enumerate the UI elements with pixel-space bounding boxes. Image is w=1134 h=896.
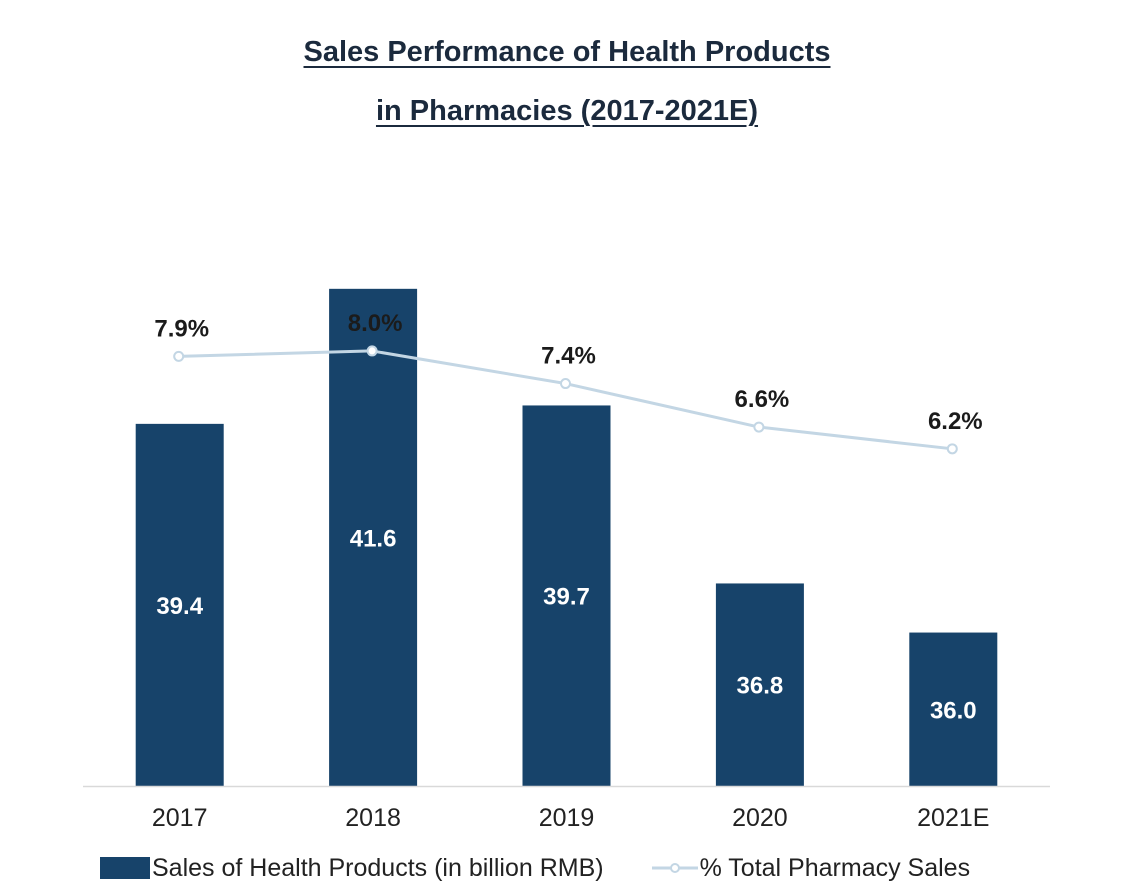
bar-2021E xyxy=(909,632,998,786)
line-value-label-2017: 7.9% xyxy=(154,315,209,342)
line-point-2021E xyxy=(946,443,958,455)
bar-value-label-2017: 39.4 xyxy=(156,593,203,620)
line-value-label-2018: 8.0% xyxy=(348,310,403,337)
bar-value-label-2018: 41.6 xyxy=(350,525,397,552)
x-tick-label-2020: 2020 xyxy=(732,804,788,832)
chart-title-line-1: Sales Performance of Health Products xyxy=(303,36,831,68)
x-tick-label-2021E: 2021E xyxy=(917,804,989,832)
bar-2018 xyxy=(329,288,418,786)
x-tick-label-2019: 2019 xyxy=(539,804,595,832)
bar-value-label-2019: 39.7 xyxy=(543,584,590,611)
legend-line-label: % Total Pharmacy Sales xyxy=(699,853,971,882)
line-point-2020 xyxy=(753,421,765,433)
line-point-2018 xyxy=(366,345,378,357)
bar-2020 xyxy=(715,583,804,786)
line-point-2017 xyxy=(173,350,185,362)
line-value-label-2021E: 6.2% xyxy=(928,408,983,435)
bar-2019 xyxy=(522,405,611,786)
bar-value-label-2021E: 36.0 xyxy=(930,697,977,724)
line-value-label-2019: 7.4% xyxy=(541,343,596,370)
line-point-2019 xyxy=(560,378,571,390)
bar-value-label-2020: 36.8 xyxy=(737,673,784,700)
legend-item-bar-series: Sales of Health Products (in billion RMB… xyxy=(100,854,604,883)
legend-line-swatch xyxy=(651,863,698,873)
chart-legend: Sales of Health Products (in billion RMB… xyxy=(100,850,1018,886)
x-tick-label-2018: 2018 xyxy=(345,804,401,832)
line-value-label-2020: 6.6% xyxy=(735,386,790,413)
x-tick-label-2017: 2017 xyxy=(152,804,208,832)
legend-bar-label: Sales of Health Products (in billion RMB… xyxy=(152,853,604,882)
bar-2017 xyxy=(135,423,224,786)
legend-item-line-series: % Total Pharmacy Sales xyxy=(651,853,971,883)
chart-title-line-2: in Pharmacies (2017-2021E) xyxy=(375,95,759,127)
legend-bar-swatch xyxy=(100,857,150,879)
